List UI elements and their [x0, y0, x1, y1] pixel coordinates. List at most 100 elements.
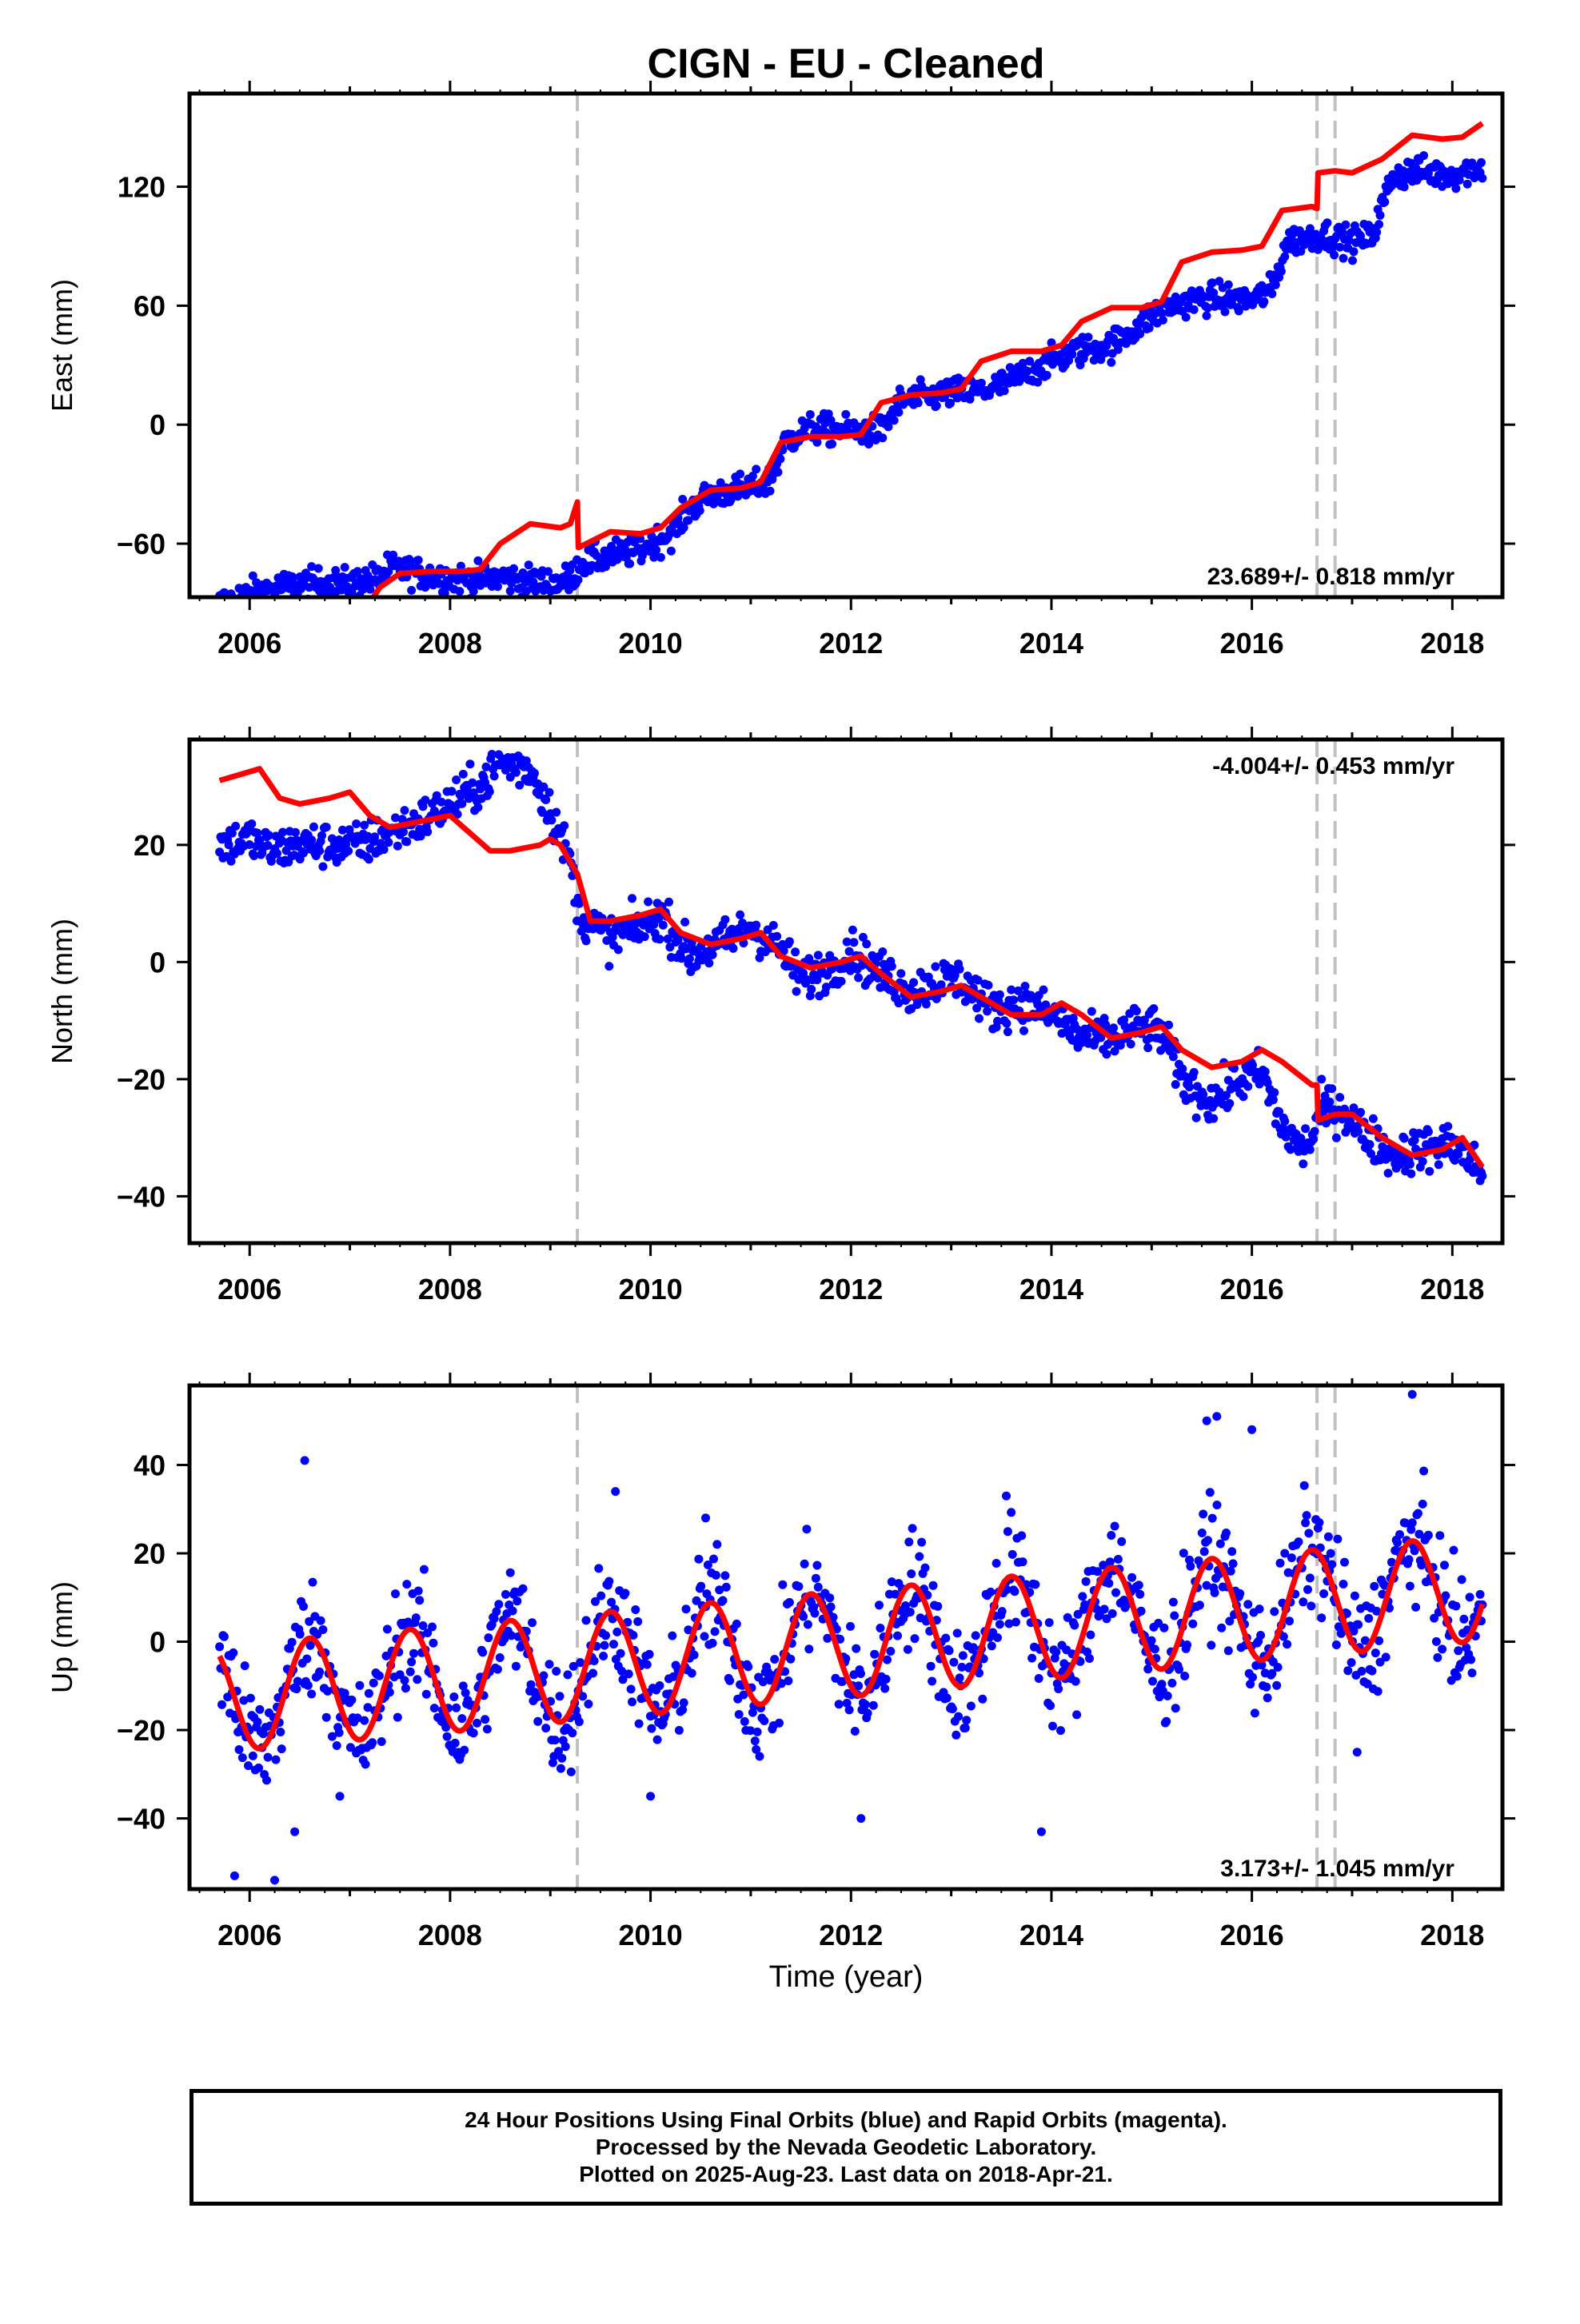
up-data-point: [1075, 1656, 1085, 1666]
up-data-point: [1304, 1529, 1314, 1538]
up-data-point: [299, 1601, 308, 1611]
up-x-tick-label: 2018: [1420, 1919, 1484, 1951]
east-data-point: [1067, 349, 1077, 359]
up-data-point: [952, 1628, 962, 1638]
up-data-point: [1179, 1549, 1188, 1558]
up-data-point: [526, 1680, 536, 1689]
up-data-point: [1435, 1531, 1445, 1541]
up-data-point: [377, 1737, 386, 1746]
east-data-point: [1234, 306, 1243, 316]
north-data-point: [1009, 995, 1019, 1005]
up-data-point: [368, 1738, 377, 1748]
up-data-point: [631, 1605, 640, 1614]
up-data-point: [1263, 1693, 1272, 1703]
up-data-point: [679, 1698, 688, 1708]
east-data-point: [748, 472, 757, 480]
up-data-point: [1303, 1585, 1312, 1594]
east-data-point: [1349, 247, 1359, 257]
up-data-point: [1150, 1644, 1159, 1654]
up-data-point: [917, 1537, 927, 1547]
north-data-point: [437, 797, 446, 807]
up-data-point: [276, 1728, 285, 1736]
up-data-point: [1226, 1566, 1235, 1576]
up-data-point: [1143, 1664, 1153, 1674]
north-data-point: [1309, 1134, 1319, 1144]
north-data-point: [995, 990, 1004, 999]
up-data-point: [303, 1680, 313, 1690]
up-data-point: [1350, 1591, 1359, 1600]
up-data-point: [1073, 1609, 1083, 1619]
up-data-point: [1111, 1588, 1120, 1597]
north-data-point: [1305, 1145, 1315, 1154]
up-data-point: [1267, 1668, 1277, 1678]
north-data-point: [399, 827, 408, 837]
up-data-point: [689, 1650, 699, 1660]
up-data-point: [1370, 1581, 1379, 1591]
up-data-point: [334, 1728, 344, 1737]
up-data-point: [355, 1680, 365, 1690]
north-data-point: [1270, 1088, 1279, 1098]
up-data-point: [1113, 1554, 1123, 1564]
north-data-point: [489, 771, 499, 781]
north-data-point: [768, 921, 778, 930]
up-data-point: [915, 1552, 924, 1561]
east-data-point: [1380, 197, 1390, 207]
up-data-point: [1326, 1549, 1335, 1558]
up-data-point: [863, 1708, 872, 1718]
up-data-point: [881, 1674, 891, 1684]
north-data-point: [226, 856, 236, 866]
up-data-point: [1371, 1648, 1380, 1658]
east-data-point: [313, 564, 323, 573]
east-x-tick-label: 2018: [1420, 627, 1484, 660]
up-data-point: [353, 1713, 362, 1723]
up-data-point: [802, 1525, 812, 1534]
north-data-point: [1002, 1018, 1011, 1028]
chart-title: CIGN - EU - Cleaned: [648, 41, 1045, 87]
up-data-point: [237, 1753, 247, 1763]
up-data-point: [1007, 1549, 1017, 1559]
east-data-point: [1033, 377, 1043, 387]
east-data-point: [1189, 305, 1199, 314]
east-data-point: [1207, 278, 1217, 288]
up-panel: 2006 2008 2010 2012 2014 2016 2018 −40 −20 0 20 40 U…: [46, 1373, 1515, 1951]
north-data-point: [1368, 1114, 1378, 1123]
up-data-point: [842, 1698, 852, 1708]
north-data-point: [887, 962, 896, 971]
up-data-point: [1007, 1508, 1016, 1517]
east-data-point: [1372, 227, 1382, 237]
up-data-point: [1207, 1640, 1216, 1650]
east-data-point: [787, 429, 796, 439]
up-data-point: [316, 1616, 325, 1625]
up-data-point: [1081, 1577, 1091, 1586]
up-data-point: [1364, 1613, 1374, 1623]
up-data-point: [968, 1643, 978, 1652]
north-y-tick-label: 0: [150, 946, 166, 979]
up-data-point: [732, 1619, 741, 1628]
north-data-point: [400, 806, 409, 815]
up-data-point: [944, 1646, 954, 1656]
north-data-point: [402, 837, 412, 847]
up-data-point: [413, 1675, 422, 1684]
up-data-point: [1449, 1545, 1458, 1555]
up-data-point: [345, 1743, 355, 1752]
east-data-point: [407, 585, 417, 595]
up-y-axis-label: Up (mm): [46, 1581, 78, 1693]
north-data-point: [397, 815, 407, 824]
up-data-point: [318, 1625, 328, 1634]
up-data-point: [277, 1744, 286, 1754]
up-data-point: [978, 1694, 988, 1704]
east-plot-area: [190, 94, 1502, 597]
up-data-point: [441, 1723, 451, 1732]
north-data-point: [755, 953, 764, 963]
up-data-point: [799, 1612, 808, 1621]
up-data-point: [760, 1716, 769, 1725]
north-data-point: [1189, 1067, 1199, 1077]
up-data-point: [1203, 1536, 1212, 1545]
up-data-point: [340, 1688, 349, 1698]
up-data-point: [628, 1697, 636, 1707]
up-data-point: [628, 1631, 638, 1640]
up-data-point: [668, 1631, 677, 1640]
north-data-point: [264, 831, 273, 840]
north-data-point: [485, 787, 494, 796]
east-data-point: [1478, 173, 1487, 183]
